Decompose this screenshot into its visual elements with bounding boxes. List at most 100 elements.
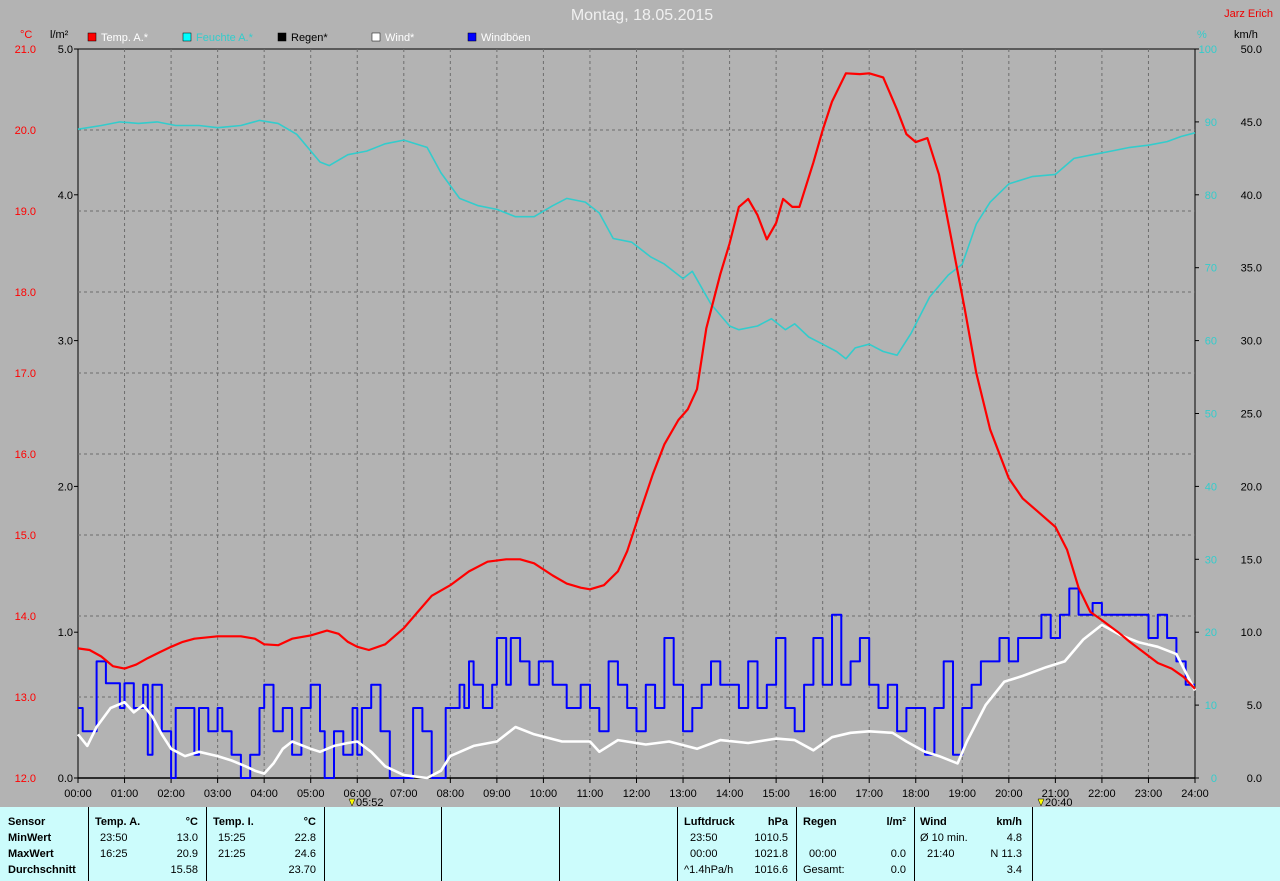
pressure-max-time: 00:00 [690, 848, 718, 860]
panel-divider [677, 807, 678, 881]
panel-divider [796, 807, 797, 881]
x-tick-label: 19:00 [949, 788, 977, 800]
temp-i-header: Temp. I. [213, 816, 254, 828]
rain-tick-label: 4.0 [58, 190, 73, 202]
temp-tick-label: 21.0 [15, 44, 36, 56]
wind-unit: km/h [996, 816, 1022, 828]
legend-label: Temp. A.* [101, 32, 149, 44]
temp-tick-label: 14.0 [15, 611, 36, 623]
temp-a-min-time: 23:50 [100, 832, 128, 844]
wind-max-time: 21:40 [927, 848, 955, 860]
humidity-tick-label: 70 [1205, 263, 1217, 275]
rain-max-time: 00:00 [809, 848, 837, 860]
x-tick-label: 13:00 [669, 788, 697, 800]
x-tick-label: 23:00 [1135, 788, 1163, 800]
min-row-label: MinWert [8, 832, 52, 844]
pressure-min-value: 1010.5 [754, 832, 788, 844]
temp-tick-label: 16.0 [15, 449, 36, 461]
humidity-tick-label: 50 [1205, 409, 1217, 421]
panel-divider [1032, 807, 1033, 881]
x-tick-label: 09:00 [483, 788, 511, 800]
wind-tick-label: 10.0 [1241, 627, 1262, 639]
legend-label: Wind* [385, 32, 415, 44]
chart-title: Montag, 18.05.2015 [571, 7, 713, 24]
wind-tick-label: 40.0 [1241, 190, 1262, 202]
x-tick-label: 08:00 [437, 788, 465, 800]
sunset-marker: 20:40 [1037, 797, 1073, 809]
rain-tick-label: 1.0 [58, 627, 73, 639]
wind-tick-label: 25.0 [1241, 409, 1262, 421]
humidity-tick-label: 0 [1211, 773, 1217, 785]
rain-unit-label: l/m² [50, 29, 69, 41]
humidity-tick-label: 40 [1205, 481, 1217, 493]
temp-a-max-time: 16:25 [100, 848, 128, 860]
legend-swatch [467, 32, 477, 42]
temp-a-average: 15.58 [170, 864, 198, 876]
humidity-tick-label: 90 [1205, 117, 1217, 129]
rain-max-value: 0.0 [890, 848, 906, 860]
pressure-average: 1016.6 [754, 864, 788, 876]
x-tick-label: 20:00 [995, 788, 1023, 800]
temp-tick-label: 13.0 [15, 692, 36, 704]
pressure-header: Luftdruck [684, 816, 735, 828]
x-tick-label: 06:00 [343, 788, 371, 800]
max-row-label: MaxWert [8, 848, 54, 860]
rain-tick-label: 0.0 [58, 773, 73, 785]
panel-divider [559, 807, 560, 881]
pressure-min-time: 23:50 [690, 832, 718, 844]
sunrise-marker: 05:52 [348, 797, 384, 809]
temp-tick-label: 15.0 [15, 530, 36, 542]
humidity-tick-label: 100 [1199, 44, 1217, 56]
humidity-tick-label: 10 [1205, 700, 1217, 712]
x-tick-label: 17:00 [855, 788, 883, 800]
x-tick-label: 24:00 [1181, 788, 1209, 800]
temp-unit-label: °C [20, 29, 32, 41]
pressure-max-value: 1021.8 [754, 848, 788, 860]
wind-header: Wind [920, 816, 947, 828]
temp-tick-label: 12.0 [15, 773, 36, 785]
x-tick-label: 16:00 [809, 788, 837, 800]
temp-tick-label: 18.0 [15, 287, 36, 299]
rain-unit: l/m² [886, 816, 906, 828]
x-tick-label: 21:00 [1042, 788, 1070, 800]
sunrise-icon [348, 798, 356, 807]
temp-i-max-value: 24.6 [294, 848, 316, 860]
sunrise-label: 05:52 [356, 797, 384, 807]
wind-tick-label: 0.0 [1247, 773, 1262, 785]
weather-chart: Montag, 18.05.2015 Jarz Erich °C l/m² % … [15, 7, 1273, 809]
legend-label: Regen* [291, 32, 328, 44]
wind-tick-label: 35.0 [1241, 263, 1262, 275]
x-tick-label: 22:00 [1088, 788, 1116, 800]
humidity-line [77, 119, 1196, 360]
rain-total-value: 0.0 [890, 864, 906, 876]
wind-max-value: N 11.3 [990, 848, 1022, 860]
sunset-icon [1037, 798, 1045, 807]
wind-tick-label: 50.0 [1241, 44, 1262, 56]
pressure-unit: hPa [767, 816, 788, 828]
x-tick-label: 15:00 [762, 788, 790, 800]
x-tick-label: 02:00 [157, 788, 185, 800]
x-tick-label: 14:00 [716, 788, 744, 800]
pressure-trend: ^1.4hPa/h [684, 864, 734, 876]
rain-tick-label: 5.0 [58, 44, 73, 56]
legend-swatch [277, 32, 287, 42]
temp-i-unit: °C [303, 816, 316, 828]
wind-avg10-value: 4.8 [1006, 832, 1022, 844]
rain-tick-label: 2.0 [58, 481, 73, 493]
wind-tick-label: 20.0 [1241, 481, 1262, 493]
temp-a-min-value: 13.0 [176, 832, 198, 844]
legend-swatch [182, 32, 192, 42]
x-tick-label: 03:00 [204, 788, 232, 800]
rain-tick-label: 3.0 [58, 336, 73, 348]
humidity-tick-label: 30 [1205, 554, 1217, 566]
avg-row-label: Durchschnitt [8, 864, 76, 876]
legend-swatch [371, 32, 381, 42]
wind-tick-label: 5.0 [1247, 700, 1262, 712]
wind-avg10-label: Ø 10 min. [920, 832, 968, 844]
author-label: Jarz Erich [1224, 8, 1273, 20]
x-tick-label: 10:00 [530, 788, 558, 800]
rain-header: Regen [803, 816, 837, 828]
panel-divider [441, 807, 442, 881]
x-tick-label: 07:00 [390, 788, 418, 800]
